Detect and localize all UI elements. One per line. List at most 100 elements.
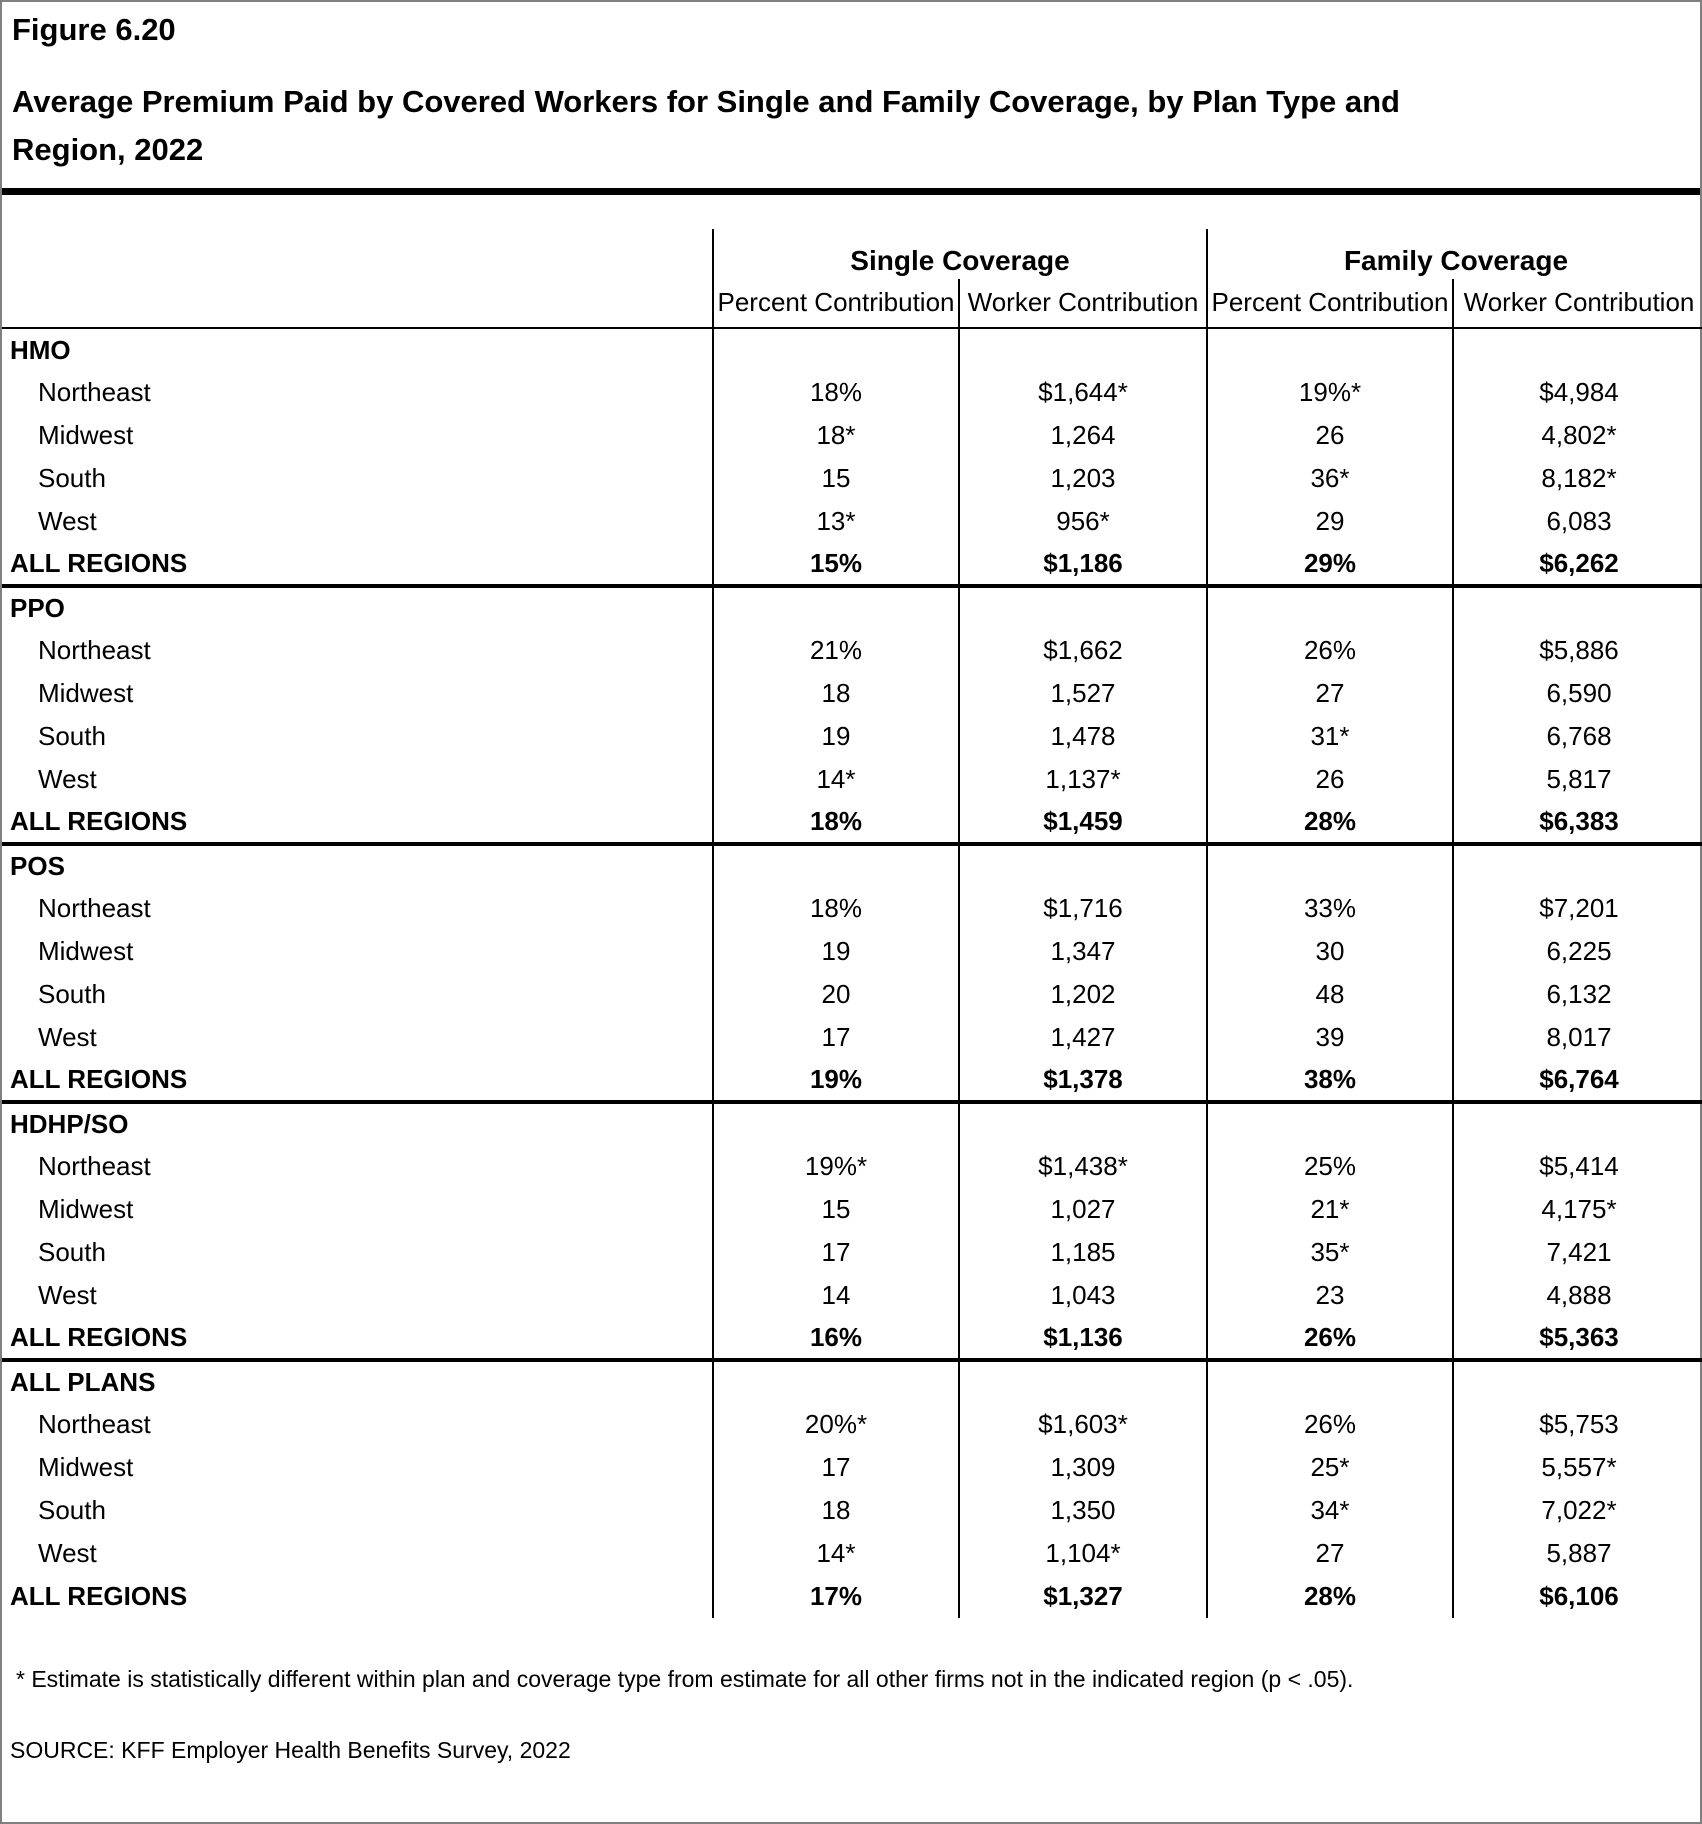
empty-cell: [712, 328, 959, 372]
cell-single-percent: 15%: [712, 543, 959, 589]
region-label: South: [38, 1237, 106, 1268]
cell-family-worker: 7,421: [1451, 1231, 1702, 1275]
empty-cell: [1206, 586, 1453, 630]
single-percent-contribution-header: Percent Contribution: [712, 279, 959, 330]
region-label: South: [38, 1495, 106, 1526]
all-regions-total-row: ALL REGIONS 16% $1,136 26% $5,363: [2, 1317, 1702, 1363]
cell-family-worker: $6,383: [1451, 801, 1702, 847]
table-row: Northeast 21% $1,662 26% $5,886: [2, 629, 1702, 673]
cell-family-worker: 4,888: [1451, 1274, 1702, 1318]
cell-single-percent: 19: [712, 930, 959, 974]
cell-family-worker: 5,817: [1451, 758, 1702, 802]
cell-family-percent: 26%: [1206, 629, 1453, 673]
cell-single-worker: 956*: [958, 500, 1207, 544]
cell-single-worker: 1,104*: [958, 1532, 1207, 1576]
region-label: Midwest: [38, 420, 134, 451]
cell-single-worker: $1,186: [958, 543, 1207, 589]
cell-single-worker: 1,309: [958, 1446, 1207, 1490]
table-row: West 14 1,043 23 4,888: [2, 1274, 1702, 1318]
empty-cell: [958, 586, 1207, 630]
region-label: West: [38, 1022, 97, 1053]
cell-single-worker: 1,027: [958, 1188, 1207, 1232]
section-header-pos: POS: [2, 844, 1702, 888]
cell-family-worker: $5,414: [1451, 1145, 1702, 1189]
cell-single-worker: 1,043: [958, 1274, 1207, 1318]
cell-single-worker: $1,327: [958, 1575, 1207, 1619]
cell-family-percent: 26: [1206, 414, 1453, 458]
source-line: SOURCE: KFF Employer Health Benefits Sur…: [10, 1737, 571, 1764]
cell-single-worker: 1,347: [958, 930, 1207, 974]
region-label: West: [38, 506, 97, 537]
table-row: West 13* 956* 29 6,083: [2, 500, 1702, 544]
family-percent-contribution-header: Percent Contribution: [1206, 279, 1453, 330]
all-regions-total-row: ALL REGIONS 17% $1,327 28% $6,106: [2, 1575, 1702, 1619]
cell-family-percent: 33%: [1206, 887, 1453, 931]
section-header-ppo: PPO: [2, 586, 1702, 630]
table-header: Single Coverage Family Coverage Percent …: [2, 229, 1702, 330]
cell-single-percent: 14: [712, 1274, 959, 1318]
empty-cell: [1451, 1360, 1702, 1404]
table-row: Northeast 18% $1,644* 19%* $4,984: [2, 371, 1702, 415]
cell-family-percent: 26: [1206, 758, 1453, 802]
cell-single-percent: 18%: [712, 801, 959, 847]
cell-family-percent: 29%: [1206, 543, 1453, 589]
table-row: Northeast 20%* $1,603* 26% $5,753: [2, 1403, 1702, 1447]
region-label: South: [38, 721, 106, 752]
cell-single-worker: 1,350: [958, 1489, 1207, 1533]
figure-title-line2: Region, 2022: [12, 132, 204, 168]
table-row: West 17 1,427 39 8,017: [2, 1016, 1702, 1060]
all-regions-total-row: ALL REGIONS 19% $1,378 38% $6,764: [2, 1059, 1702, 1105]
cell-family-worker: 6,768: [1451, 715, 1702, 759]
region-label: Northeast: [38, 1409, 151, 1440]
cell-family-percent: 25%: [1206, 1145, 1453, 1189]
table-row: South 18 1,350 34* 7,022*: [2, 1489, 1702, 1533]
all-regions-total-row: ALL REGIONS 15% $1,186 29% $6,262: [2, 543, 1702, 589]
cell-single-worker: 1,203: [958, 457, 1207, 501]
premium-table: Single Coverage Family Coverage Percent …: [2, 229, 1702, 1619]
single-worker-contribution-header: Worker Contribution: [958, 279, 1207, 330]
cell-single-worker: $1,438*: [958, 1145, 1207, 1189]
region-label: Midwest: [38, 678, 134, 709]
cell-family-worker: $6,106: [1451, 1575, 1702, 1619]
cell-family-percent: 23: [1206, 1274, 1453, 1318]
cell-family-percent: 26%: [1206, 1317, 1453, 1363]
empty-cell: [1451, 586, 1702, 630]
cell-single-percent: 21%: [712, 629, 959, 673]
region-label: West: [38, 764, 97, 795]
table-row: Northeast 19%* $1,438* 25% $5,414: [2, 1145, 1702, 1189]
cell-single-worker: 1,427: [958, 1016, 1207, 1060]
region-label: West: [38, 1280, 97, 1311]
cell-single-percent: 17: [712, 1231, 959, 1275]
cell-single-worker: 1,185: [958, 1231, 1207, 1275]
cell-family-worker: $6,262: [1451, 543, 1702, 589]
family-worker-contribution-header: Worker Contribution: [1451, 279, 1702, 330]
cell-single-percent: 17: [712, 1446, 959, 1490]
single-coverage-group-header: Single Coverage: [712, 229, 1207, 280]
cell-family-percent: 35*: [1206, 1231, 1453, 1275]
cell-family-percent: 21*: [1206, 1188, 1453, 1232]
region-label: Midwest: [38, 936, 134, 967]
cell-family-percent: 28%: [1206, 801, 1453, 847]
all-regions-label: ALL REGIONS: [2, 801, 713, 847]
cell-family-worker: 6,083: [1451, 500, 1702, 544]
cell-single-percent: 18*: [712, 414, 959, 458]
empty-cell: [712, 586, 959, 630]
cell-single-percent: 16%: [712, 1317, 959, 1363]
column-subheader-row: Percent Contribution Worker Contribution…: [2, 279, 1702, 330]
cell-family-percent: 29: [1206, 500, 1453, 544]
table-row: Midwest 19 1,347 30 6,225: [2, 930, 1702, 974]
cell-family-worker: $5,753: [1451, 1403, 1702, 1447]
cell-single-worker: 1,478: [958, 715, 1207, 759]
cell-family-percent: 28%: [1206, 1575, 1453, 1619]
empty-cell: [712, 1102, 959, 1146]
figure-title: Average Premium Paid by Covered Workers …: [12, 78, 1674, 174]
region-label: South: [38, 463, 106, 494]
cell-family-percent: 34*: [1206, 1489, 1453, 1533]
coverage-group-header-row: Single Coverage Family Coverage: [2, 229, 1702, 280]
cell-family-percent: 39: [1206, 1016, 1453, 1060]
region-label: Midwest: [38, 1452, 134, 1483]
cell-single-percent: 17: [712, 1016, 959, 1060]
empty-cell: [1451, 328, 1702, 372]
cell-family-worker: 7,022*: [1451, 1489, 1702, 1533]
cell-family-worker: 4,802*: [1451, 414, 1702, 458]
